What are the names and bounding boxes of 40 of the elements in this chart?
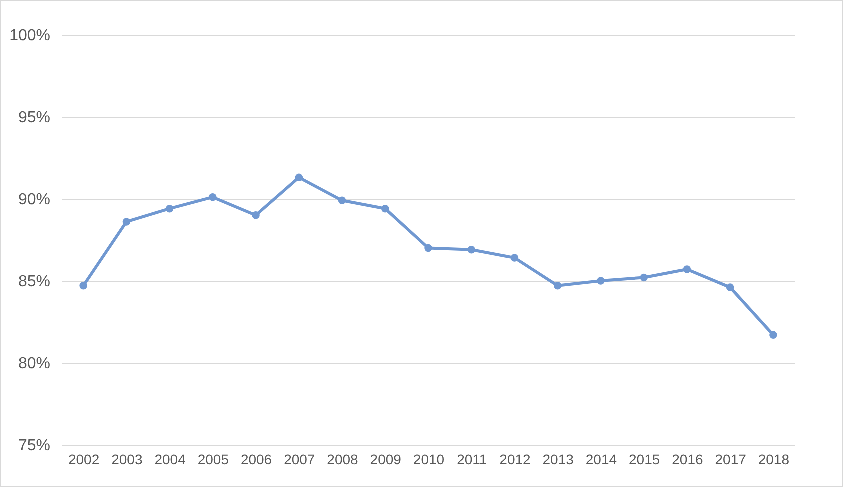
y-tick-label: 85% [18,274,50,290]
point [166,204,174,213]
point [252,212,260,220]
point [510,254,519,262]
point [726,284,734,292]
point [424,244,432,252]
point [382,204,390,213]
y-tick-label: 75% [18,438,50,454]
point [209,193,217,202]
x-tick-label: 2017 [715,452,747,468]
point [770,331,778,339]
x-tick-label: 2011 [457,452,488,468]
point [640,274,648,282]
point [554,282,562,290]
x-tick-label: 2016 [672,452,704,468]
x-tick-label: 2005 [198,452,230,468]
point [80,282,88,290]
point [468,246,476,254]
point [597,277,605,285]
x-tick-label: 2007 [284,452,316,468]
y-tick-label: 100% [10,28,50,44]
x-tick-label: 2018 [758,452,790,468]
point [122,218,131,226]
y-tick-label: 95% [18,110,50,126]
x-tick-label: 2013 [542,452,574,468]
y-tick-label: 90% [18,192,50,208]
x-tick-label: 2015 [629,452,660,468]
x-tick-label: 2012 [500,452,532,468]
point [295,174,304,182]
point [683,266,692,274]
x-tick-label: 2004 [154,452,186,468]
x-tick-label: 2006 [240,452,272,468]
x-tick-label: 2014 [586,452,618,468]
x-tick-label: 2002 [68,452,100,468]
point [338,196,346,205]
y-tick-label: 80% [18,356,50,372]
x-tick-label: 2010 [413,452,445,468]
x-tick-label: 2003 [112,452,143,468]
x-tick-label: 2009 [370,452,402,468]
x-tick-label: 2008 [327,452,359,468]
